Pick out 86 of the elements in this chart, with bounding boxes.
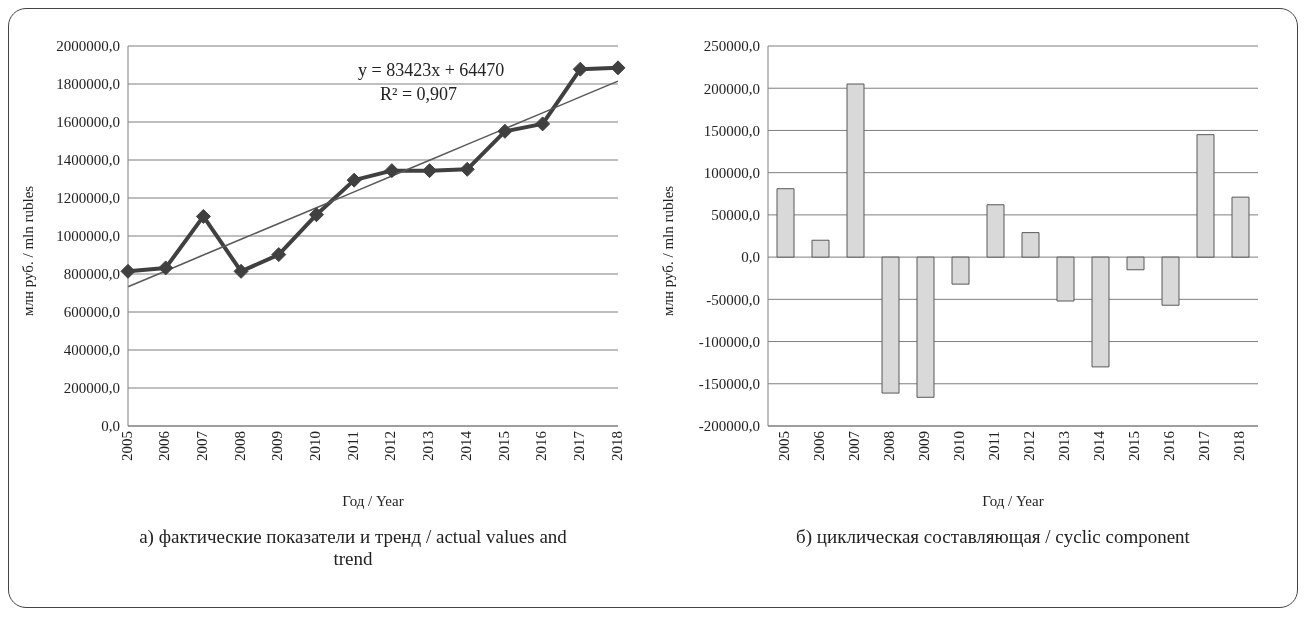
y-axis-title: млн руб. / mln rubles bbox=[20, 185, 37, 316]
x-tick-label: 2014 bbox=[1091, 430, 1108, 461]
x-tick-label: 2015 bbox=[1126, 431, 1143, 461]
y-tick-label: 200000,0 bbox=[703, 80, 760, 97]
bar bbox=[951, 256, 970, 285]
bar bbox=[1056, 256, 1075, 302]
x-tick-label: 2012 bbox=[1021, 431, 1038, 461]
y-tick-label: 800000,0 bbox=[63, 266, 120, 283]
x-tick-label: 2010 bbox=[951, 431, 968, 461]
x-tick-label: 2008 bbox=[881, 431, 898, 461]
x-tick-label: 2017 bbox=[1196, 430, 1213, 461]
bar bbox=[1231, 196, 1250, 258]
point bbox=[572, 61, 588, 77]
annotation: y = 83423x + 64470 bbox=[358, 60, 505, 81]
x-tick-label: 2006 bbox=[811, 430, 828, 461]
x-tick-label: 2014 bbox=[457, 430, 474, 461]
y-tick-label: 600000,0 bbox=[63, 304, 120, 321]
x-axis-title: Год / Year bbox=[342, 493, 404, 509]
x-tick-label: 2008 bbox=[231, 431, 248, 461]
x-tick-label: 2015 bbox=[495, 431, 512, 461]
x-axis-title: Год / Year bbox=[982, 493, 1044, 509]
bar bbox=[1126, 256, 1145, 271]
x-tick-label: 2016 bbox=[1161, 430, 1178, 461]
y-tick-label: 50000,0 bbox=[711, 207, 760, 224]
point bbox=[233, 263, 249, 279]
bar bbox=[1091, 256, 1110, 368]
y-tick-label: 1800000,0 bbox=[56, 76, 120, 93]
y-axis-title: млн руб. / mln rubles bbox=[660, 185, 677, 316]
point bbox=[535, 116, 551, 132]
x-tick-label: 2018 bbox=[1231, 431, 1248, 461]
y-tick-label: 100000,0 bbox=[703, 164, 760, 181]
x-tick-label: 2016 bbox=[533, 430, 550, 461]
y-tick-label: 200000,0 bbox=[63, 380, 120, 397]
x-tick-label: 2005 bbox=[776, 431, 793, 461]
x-tick-label: 2011 bbox=[344, 431, 361, 461]
bar bbox=[776, 188, 795, 258]
y-tick-label: 1400000,0 bbox=[56, 152, 120, 169]
point bbox=[308, 207, 324, 223]
x-tick-label: 2018 bbox=[608, 431, 625, 461]
point bbox=[120, 263, 136, 279]
y-tick-label: -150000,0 bbox=[698, 376, 760, 393]
point bbox=[384, 163, 400, 179]
x-tick-label: 2017 bbox=[570, 430, 587, 461]
bar bbox=[881, 256, 900, 394]
y-tick-label: 1200000,0 bbox=[56, 190, 120, 207]
y-tick-label: -50000,0 bbox=[706, 291, 760, 308]
text: б) циклическая составляющая / cyclic component bbox=[795, 526, 1191, 548]
x-tick-label: 2013 bbox=[1056, 431, 1073, 461]
point bbox=[195, 208, 211, 224]
y-tick-label: 250000,0 bbox=[703, 38, 760, 55]
y-tick-label: 1600000,0 bbox=[56, 114, 120, 131]
x-tick-label: 2013 bbox=[420, 431, 437, 461]
point bbox=[422, 163, 438, 179]
bar bbox=[986, 204, 1005, 258]
y-tick-label: 400000,0 bbox=[63, 342, 120, 359]
x-tick-label: 2010 bbox=[307, 431, 324, 461]
annotation: R² = 0,907 bbox=[380, 84, 458, 105]
bar bbox=[1196, 134, 1215, 258]
bar bbox=[811, 239, 830, 258]
y-tick-label: 150000,0 bbox=[703, 122, 760, 139]
bar bbox=[846, 83, 865, 258]
y-tick-label: -100000,0 bbox=[698, 333, 760, 350]
bar bbox=[916, 256, 935, 398]
text: а) фактические показатели и тренд / actual values and trend bbox=[138, 526, 568, 570]
y-tick-label: 1000000,0 bbox=[56, 228, 120, 245]
x-tick-label: 2007 bbox=[846, 430, 863, 461]
x-tick-label: 2011 bbox=[986, 431, 1003, 461]
x-tick-label: 2009 bbox=[916, 431, 933, 461]
bar bbox=[1021, 232, 1040, 258]
y-tick-label: 0,0 bbox=[101, 418, 120, 435]
x-tick-label: 2007 bbox=[194, 430, 211, 461]
line-series bbox=[127, 80, 619, 288]
y-tick-label: 2000000,0 bbox=[56, 38, 120, 55]
point bbox=[271, 247, 287, 263]
point bbox=[497, 123, 513, 139]
x-tick-label: 2012 bbox=[382, 431, 399, 461]
x-tick-label: 2009 bbox=[269, 431, 286, 461]
bar bbox=[1161, 256, 1180, 306]
y-tick-label: -200000,0 bbox=[698, 418, 760, 435]
point bbox=[459, 161, 475, 177]
point bbox=[346, 172, 362, 188]
x-tick-label: 2006 bbox=[156, 430, 173, 461]
y-tick-label: 0,0 bbox=[741, 249, 760, 266]
point bbox=[158, 260, 174, 276]
x-tick-label: 2005 bbox=[118, 431, 135, 461]
point bbox=[610, 60, 626, 76]
